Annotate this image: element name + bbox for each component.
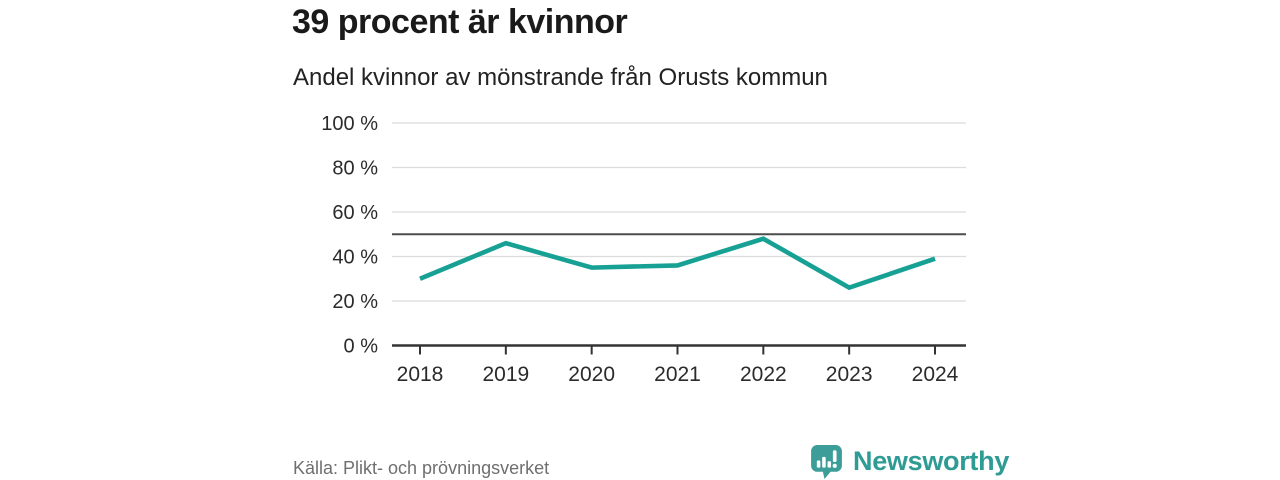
x-axis-ticks [419,346,936,355]
svg-text:60 %: 60 % [332,202,378,224]
newsworthy-wordmark: Newsworthy [853,445,1010,476]
svg-text:2024: 2024 [912,363,959,386]
svg-text:2019: 2019 [482,363,529,386]
svg-text:20 %: 20 % [332,291,378,313]
data-line [419,236,936,291]
chart-title: 39 procent är kvinnor [292,3,628,41]
svg-text:100 %: 100 % [321,113,378,135]
y-axis-labels: 0 % 20 % 40 % 60 % 80 % 100 % [321,113,378,358]
svg-text:2020: 2020 [568,363,615,386]
svg-text:80 %: 80 % [332,158,378,180]
source-attribution: Källa: Plikt- och prövningsverket [293,458,550,478]
y-gridlines [392,122,966,302]
chart-subtitle: Andel kvinnor av mönstrande från Orusts … [293,64,828,91]
svg-text:2022: 2022 [740,363,787,386]
svg-text:2018: 2018 [397,363,444,386]
bar-chart-speech-bubble-icon [808,443,845,480]
svg-text:40 %: 40 % [332,247,378,269]
svg-text:0 %: 0 % [344,336,379,358]
x-axis-labels: 2018 2019 2020 2021 2022 2023 2024 [397,363,959,386]
newsworthy-logo: Newsworthy [808,442,1009,480]
svg-text:2023: 2023 [826,363,873,386]
svg-text:2021: 2021 [654,363,701,386]
